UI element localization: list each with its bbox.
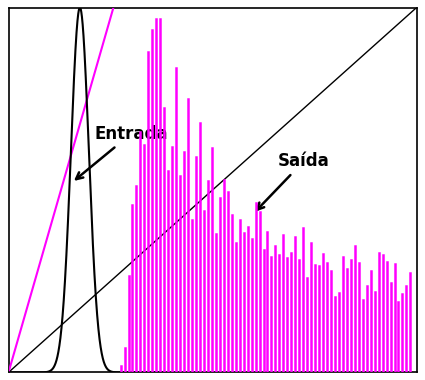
Text: Saída: Saída	[257, 152, 329, 210]
Text: Entrada: Entrada	[76, 125, 168, 179]
